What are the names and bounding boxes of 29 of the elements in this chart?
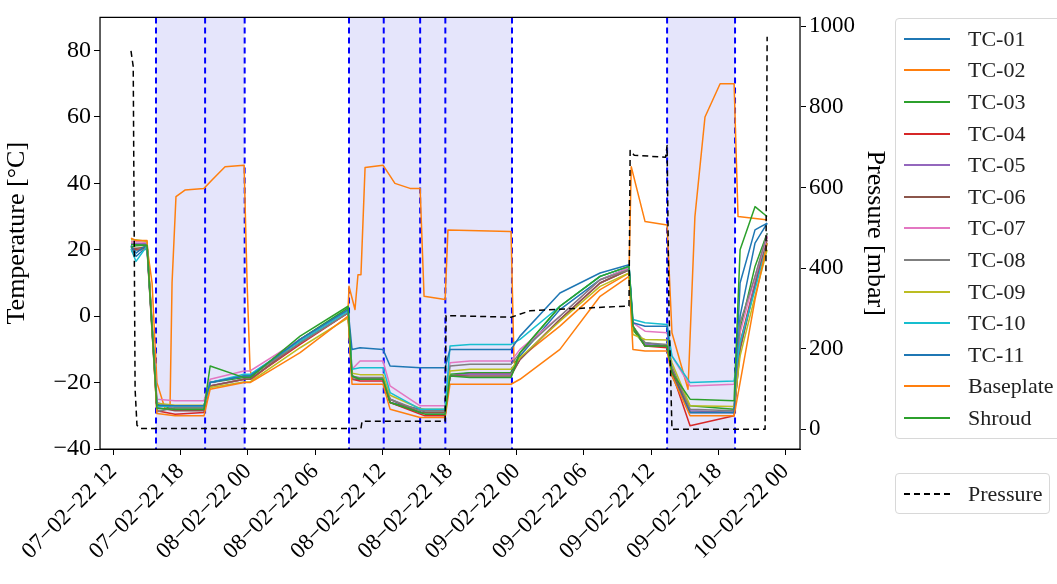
y2-tick-label: 800 — [809, 92, 844, 118]
y2-axis-title: Pressure [mbar] — [861, 150, 891, 316]
y-tick-label: −20 — [53, 367, 91, 394]
y-tick-label: 0 — [79, 301, 91, 328]
legend-label: TC-09 — [968, 278, 1026, 305]
y-tick-label: 20 — [67, 235, 91, 262]
legend-label: TC-04 — [968, 120, 1026, 147]
y2-tick-label: 1000 — [809, 12, 855, 38]
legend-label: Shroud — [968, 404, 1032, 431]
legend-label: TC-06 — [968, 183, 1026, 210]
y-tick-label: 40 — [67, 168, 91, 195]
legend-label: TC-02 — [968, 57, 1026, 84]
y2-tick-label: 200 — [809, 334, 844, 360]
y-tick-label: −40 — [53, 434, 91, 461]
legend-label: TC-10 — [968, 310, 1026, 337]
y2-tick-label: 0 — [809, 415, 821, 441]
legend-label: TC-11 — [968, 341, 1025, 368]
y-axis-title: Temperature [°C] — [1, 141, 31, 325]
legend-label: Baseplate — [968, 373, 1054, 400]
legend-label: TC-05 — [968, 152, 1026, 179]
y-tick-label: 60 — [67, 102, 91, 129]
legend-label: TC-03 — [968, 88, 1026, 115]
y-tick-label: 80 — [67, 35, 91, 62]
legend-label: TC-08 — [968, 246, 1026, 273]
legend-label: TC-07 — [968, 215, 1026, 242]
legend-label: Pressure — [968, 480, 1043, 507]
y2-tick-label: 400 — [809, 254, 844, 280]
y2-tick-label: 600 — [809, 173, 844, 199]
legend-label: TC-01 — [968, 25, 1026, 52]
